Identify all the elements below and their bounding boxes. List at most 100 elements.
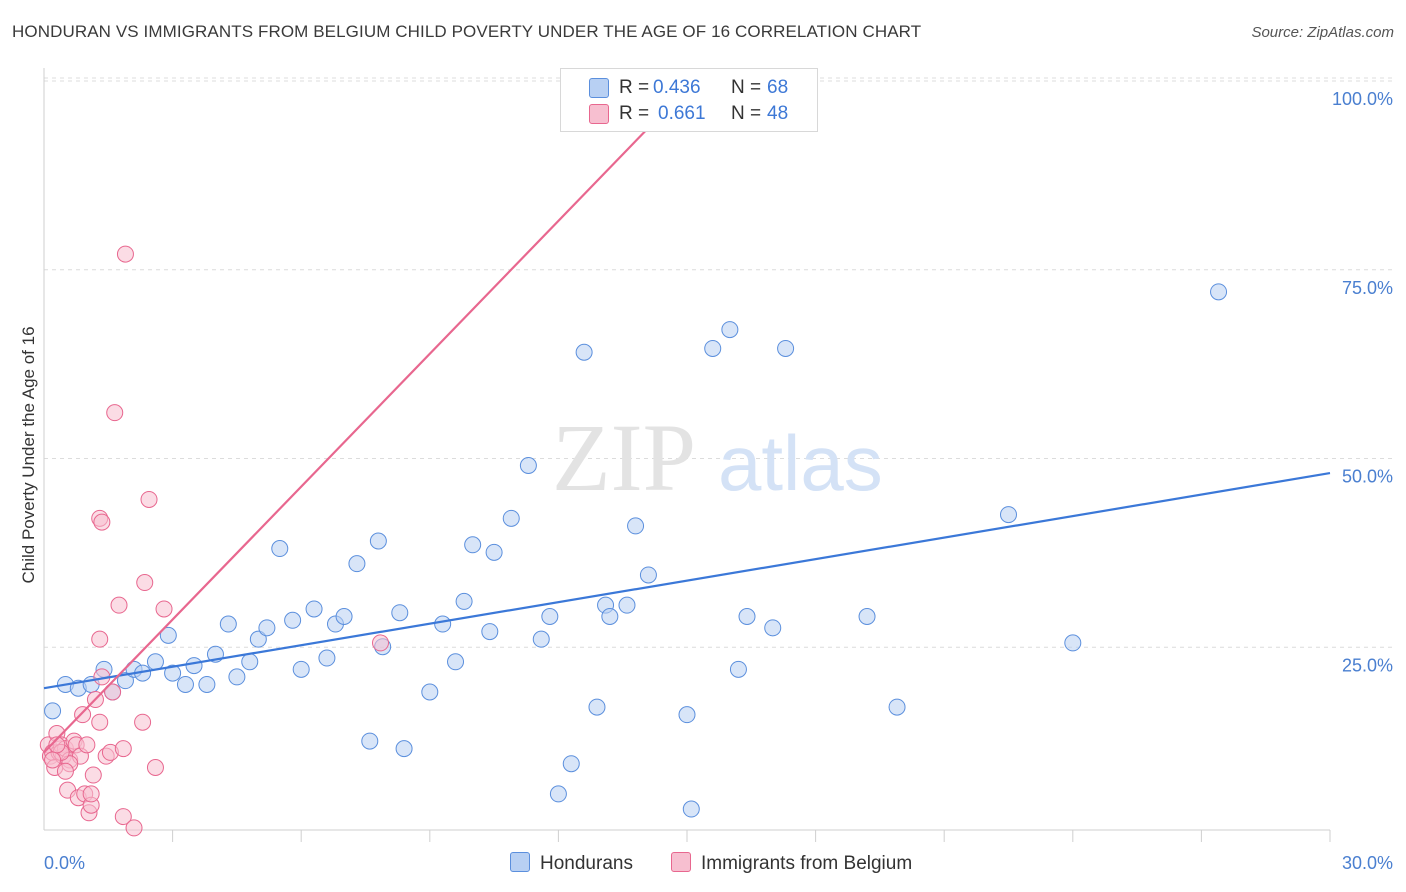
honduran-point [258,619,276,637]
honduran-point [485,543,503,561]
honduran-point [164,664,182,682]
belgium-point [114,740,132,758]
belgium-point [134,713,152,731]
legend-r-value: 0.661 [658,103,706,124]
trend-lines [43,87,1331,754]
belgium-point [106,404,124,422]
belgium-point [116,245,134,263]
honduran-point [721,321,739,339]
belgium-trend-line [43,87,688,754]
y-tick-label: 75.0% [1342,278,1393,298]
honduran-point [1000,506,1017,524]
honduran-point [348,555,366,573]
legend-n-label: N = [731,103,762,124]
honduran-point [391,604,409,622]
watermark: ZIP atlas [552,404,883,511]
hondurans-points [44,283,1228,818]
belgium-point [44,751,62,769]
honduran-point [738,608,756,625]
honduran-point [369,532,387,550]
bottom-legend-label: Immigrants from Belgium [701,853,913,874]
y-tick-label: 100.0% [1332,89,1393,109]
legend-n-value: 68 [767,77,789,98]
x-tick-label-max: 30.0% [1342,853,1393,873]
honduran-point [271,540,289,558]
bottom-legend-label: Hondurans [540,853,633,874]
legend-swatch-pink [589,104,609,124]
honduran-point [618,596,636,614]
belgium-points [39,245,390,837]
bottom-legend-hondurans: Hondurans [510,852,633,875]
honduran-point [764,619,782,637]
honduran-point [704,339,722,357]
honduran-point [249,630,267,648]
honduran-point [777,339,795,357]
honduran-point [481,623,499,641]
honduran-point [562,755,580,773]
legend-r-label: R = [619,77,650,98]
belgium-point [372,634,390,652]
honduran-point [241,653,259,671]
y-tick-label: 25.0% [1342,655,1393,675]
honduran-point [601,608,619,625]
honduran-point [627,517,645,535]
belgium-point [140,490,158,508]
honduran-point [434,615,452,633]
honduran-point [455,592,473,610]
honduran-point [639,566,657,584]
honduran-trend-line [43,471,1331,690]
x-tick-label-min: 0.0% [44,853,85,873]
legend-row-belgium: R = 0.661 N = 48 [561,101,817,127]
honduran-point [549,785,567,803]
stats-legend: R = 0.436 N = 68 R = 0.661 N = 48 [560,68,818,132]
honduran-point [421,683,439,701]
belgium-point [74,706,92,724]
bottom-legend-swatch-pink [671,852,691,872]
belgium-point [104,683,122,701]
honduran-point [532,630,550,648]
honduran-point [198,675,216,693]
honduran-point [146,653,164,671]
y-tick-labels: 25.0% 50.0% 75.0% 100.0% [1332,89,1393,675]
belgium-point [136,574,154,592]
honduran-point [219,615,237,633]
honduran-point [502,509,520,527]
honduran-point [464,536,482,554]
legend-r-label: R = [619,103,650,124]
bottom-legend-swatch-blue [510,852,530,872]
belgium-point [78,736,96,754]
honduran-point [228,668,246,686]
honduran-point [888,698,906,716]
gridlines [44,77,1393,648]
honduran-point [284,611,302,629]
honduran-point [447,653,465,671]
honduran-point [678,706,696,724]
honduran-point [185,657,203,675]
honduran-point [176,675,194,693]
legend-row-hondurans: R = 0.436 N = 68 [561,75,817,101]
honduran-point [159,626,177,644]
legend-r-value: 0.436 [653,77,701,98]
belgium-point [91,630,109,648]
chart-title: HONDURAN VS IMMIGRANTS FROM BELGIUM CHIL… [12,22,922,41]
belgium-point [84,766,102,784]
legend-n-value: 48 [767,103,789,124]
belgium-point [114,808,132,826]
source-label: Source: ZipAtlas.com [1251,24,1394,41]
legend-swatch-blue [589,78,609,98]
honduran-point [361,732,379,750]
belgium-point [91,713,109,731]
belgium-point [93,513,111,531]
honduran-point [575,343,593,361]
honduran-point [44,702,62,720]
y-axis-label: Child Poverty Under the Age of 16 [19,326,38,583]
watermark-atlas: atlas [718,419,883,507]
honduran-point [1210,283,1228,301]
x-ticks [172,830,1331,842]
watermark-zip: ZIP [552,404,696,511]
honduran-point [858,608,876,625]
belgium-point [155,600,173,618]
belgium-point [82,785,100,803]
bottom-legend-belgium: Immigrants from Belgium [671,852,912,875]
